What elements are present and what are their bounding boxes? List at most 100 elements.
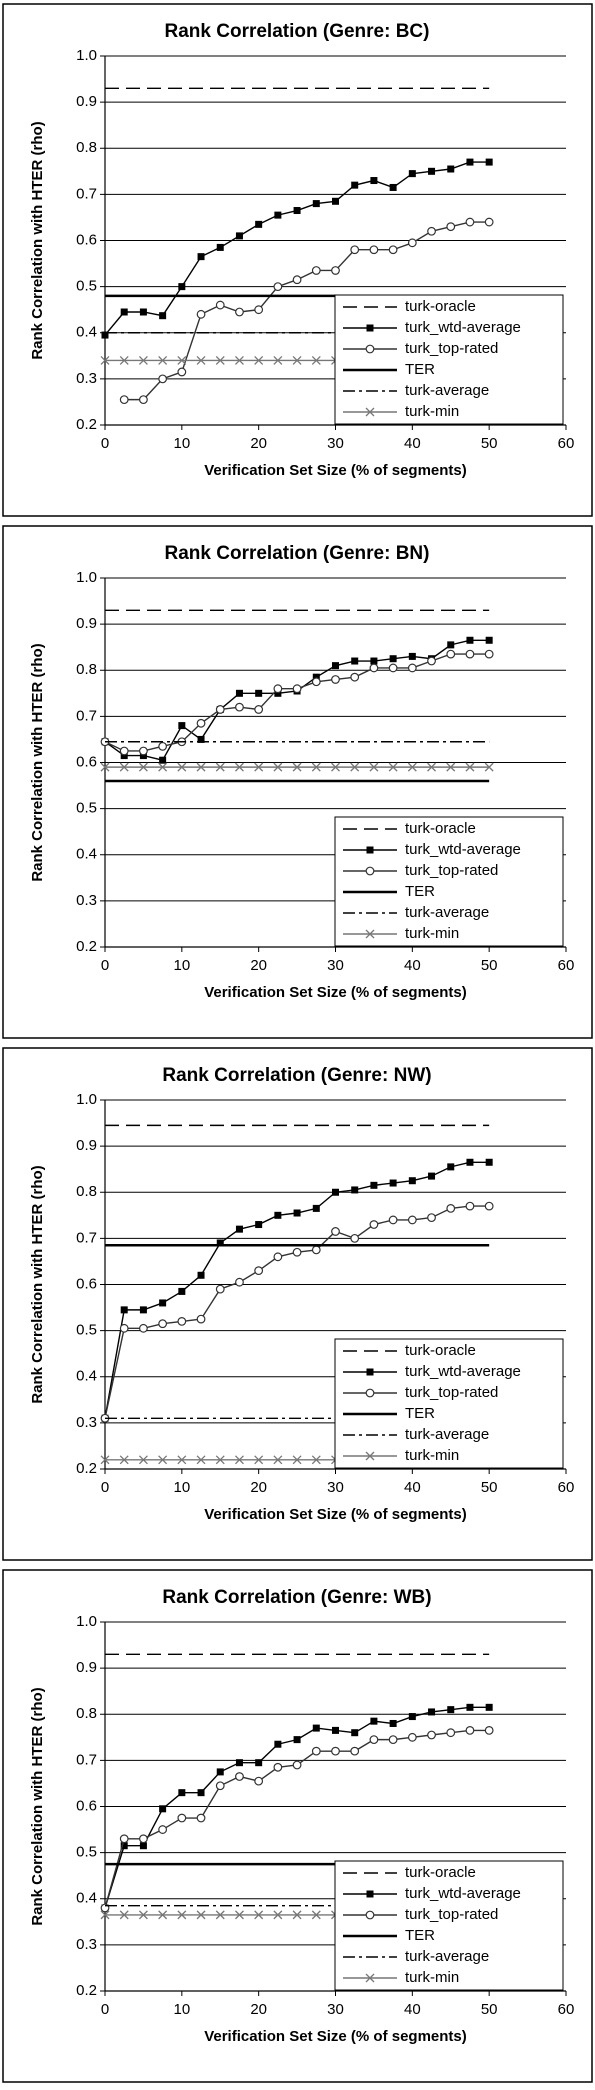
marker xyxy=(216,1239,224,1247)
marker xyxy=(312,1204,320,1212)
marker xyxy=(369,1735,379,1745)
y-tick-label: 0.6 xyxy=(76,1275,97,1292)
marker xyxy=(366,1368,374,1376)
marker xyxy=(158,1825,168,1834)
marker xyxy=(159,312,167,320)
marker xyxy=(119,1834,129,1844)
marker xyxy=(365,1910,375,1920)
marker xyxy=(273,762,283,772)
marker xyxy=(178,1789,186,1797)
y-tick-label: 0.2 xyxy=(76,416,97,433)
x-tick-label: 20 xyxy=(250,1479,267,1496)
marker xyxy=(254,762,264,772)
y-tick-label: 0.3 xyxy=(76,892,97,909)
marker xyxy=(139,752,147,760)
marker xyxy=(215,1284,225,1294)
x-tick-label: 0 xyxy=(101,435,109,452)
legend-label: turk-oracle xyxy=(405,1342,476,1359)
marker xyxy=(408,652,416,660)
marker xyxy=(158,762,168,772)
marker xyxy=(369,663,379,673)
legend-label: turk_top-rated xyxy=(405,340,498,357)
marker xyxy=(119,1455,129,1465)
marker xyxy=(119,746,129,756)
y-tick-label: 0.8 xyxy=(76,139,97,156)
marker xyxy=(351,1186,359,1194)
marker xyxy=(485,158,493,166)
marker xyxy=(120,308,128,316)
x-tick-label: 20 xyxy=(250,435,267,452)
legend-label: turk_top-rated xyxy=(405,1906,498,1923)
x-axis-title: Verification Set Size (% of segments) xyxy=(204,2028,467,2045)
marker xyxy=(255,1759,263,1767)
marker xyxy=(158,374,168,384)
legend-label: turk-oracle xyxy=(405,1864,476,1881)
chart-title: Rank Correlation (Genre: BN) xyxy=(165,543,430,564)
marker xyxy=(158,1455,168,1465)
marker xyxy=(292,1760,302,1770)
marker xyxy=(120,752,128,760)
y-tick-label: 0.4 xyxy=(76,1368,97,1385)
marker xyxy=(197,253,205,261)
marker xyxy=(235,689,243,697)
marker xyxy=(235,1759,243,1767)
marker xyxy=(292,684,302,694)
y-tick-label: 0.6 xyxy=(76,1797,97,1814)
marker xyxy=(273,1455,283,1465)
x-tick-label: 10 xyxy=(173,435,190,452)
marker xyxy=(365,1388,375,1398)
y-tick-label: 0.7 xyxy=(76,1229,97,1246)
x-tick-label: 0 xyxy=(101,1479,109,1496)
legend-label: turk_wtd-average xyxy=(405,319,521,336)
marker xyxy=(215,705,225,714)
marker xyxy=(466,1703,474,1711)
y-axis-title: Rank Correlation with HTER (rho) xyxy=(29,121,46,359)
x-axis-title: Verification Set Size (% of segments) xyxy=(204,1506,467,1523)
marker xyxy=(332,662,339,670)
x-axis-title: Verification Set Size (% of segments) xyxy=(204,462,467,479)
marker xyxy=(369,762,379,772)
marker xyxy=(215,300,225,310)
marker xyxy=(178,1287,186,1295)
x-tick-label: 40 xyxy=(404,1479,421,1496)
marker xyxy=(177,355,187,365)
y-tick-label: 0.3 xyxy=(76,370,97,387)
marker xyxy=(139,1842,147,1850)
marker xyxy=(407,663,417,673)
legend-label: turk_wtd-average xyxy=(405,1363,521,1380)
legend-label: turk_top-rated xyxy=(405,1384,498,1401)
marker xyxy=(100,1910,110,1920)
y-tick-label: 1.0 xyxy=(76,1091,97,1108)
marker xyxy=(446,222,456,232)
marker xyxy=(389,183,397,191)
marker xyxy=(158,1910,168,1920)
marker xyxy=(235,1772,244,1781)
marker xyxy=(366,324,374,332)
marker xyxy=(234,1455,244,1465)
y-tick-label: 0.4 xyxy=(76,846,97,863)
marker xyxy=(158,355,168,365)
x-tick-label: 10 xyxy=(173,957,190,974)
marker xyxy=(139,308,147,316)
chart-title: Rank Correlation (Genre: NW) xyxy=(162,1065,431,1086)
panel-border xyxy=(2,1569,593,2083)
marker xyxy=(366,1890,374,1898)
x-tick-label: 50 xyxy=(481,1479,498,1496)
marker xyxy=(407,1215,417,1225)
marker xyxy=(311,762,321,772)
y-axis-title: Rank Correlation with HTER (rho) xyxy=(29,1687,46,1925)
marker xyxy=(408,1713,416,1721)
marker xyxy=(274,1211,282,1219)
marker xyxy=(293,207,301,215)
marker xyxy=(407,762,417,772)
x-tick-label: 30 xyxy=(327,1479,344,1496)
marker xyxy=(139,746,148,756)
marker xyxy=(273,282,283,292)
marker xyxy=(254,355,264,365)
marker xyxy=(196,1455,206,1465)
marker xyxy=(389,1179,397,1187)
marker xyxy=(388,762,398,772)
x-tick-label: 60 xyxy=(558,2001,575,2018)
marker xyxy=(215,1781,225,1791)
